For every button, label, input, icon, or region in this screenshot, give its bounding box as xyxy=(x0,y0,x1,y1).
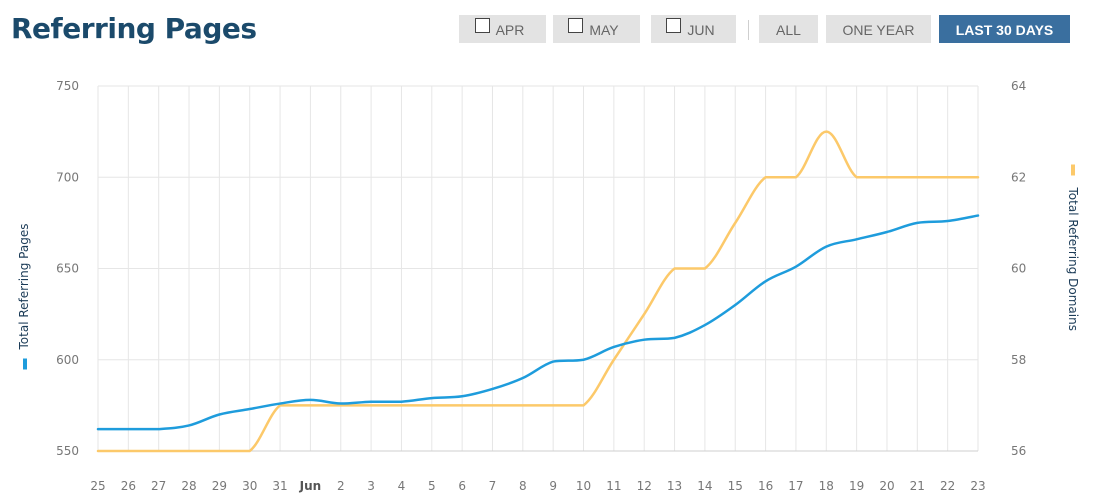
x-tick-label: 19 xyxy=(849,479,864,493)
right-axis-title: Total Referring Domains xyxy=(1066,164,1080,331)
x-tick-label: 14 xyxy=(697,479,712,493)
x-tick-label: 10 xyxy=(576,479,591,493)
x-tick-label: 12 xyxy=(637,479,652,493)
x-tick-label: 7 xyxy=(489,479,497,493)
right-y-tick-label: 58 xyxy=(1011,353,1026,367)
x-tick-label: 30 xyxy=(242,479,257,493)
month-button-apr[interactable]: APR xyxy=(459,15,546,43)
apr-checkbox[interactable] xyxy=(474,18,490,33)
x-tick-label: 26 xyxy=(121,479,136,493)
x-tick-label: 6 xyxy=(458,479,466,493)
x-tick-label: 18 xyxy=(819,479,834,493)
x-tick-label: 8 xyxy=(519,479,527,493)
x-tick-label: Jun xyxy=(299,479,322,493)
month-label: JUN xyxy=(687,22,715,38)
x-tick-label: 17 xyxy=(788,479,803,493)
left-y-tick-label: 650 xyxy=(56,262,79,276)
x-tick-label: 5 xyxy=(428,479,436,493)
right-y-tick-label: 64 xyxy=(1011,79,1026,93)
chart-grid xyxy=(97,85,979,452)
domains-legend-marker xyxy=(1071,164,1075,176)
right-axis-title-text: Total Referring Domains xyxy=(1066,187,1080,331)
x-tick-label: 2 xyxy=(337,479,345,493)
month-button-jun[interactable]: JUN xyxy=(651,15,736,43)
series-lines xyxy=(96,130,980,453)
month-label: APR xyxy=(495,22,525,38)
range-button-one-year[interactable]: ONE YEAR xyxy=(826,15,931,43)
left-axis-title-text: Total Referring Pages xyxy=(17,224,31,351)
month-label: MAY xyxy=(589,22,619,38)
left-y-tick-label: 600 xyxy=(56,353,79,367)
referring-pages-line xyxy=(96,214,980,431)
right-y-tick-label: 60 xyxy=(1011,262,1026,276)
left-y-tick-label: 700 xyxy=(56,170,79,184)
right-y-tick-label: 62 xyxy=(1011,170,1026,184)
x-tick-label: 11 xyxy=(606,479,621,493)
left-axis-title: Total Referring Pages xyxy=(17,224,31,370)
left-y-tick-label: 750 xyxy=(56,79,79,93)
x-tick-label: 23 xyxy=(970,479,985,493)
x-tick-label: 9 xyxy=(549,479,557,493)
jun-checkbox[interactable] xyxy=(666,18,682,33)
month-button-may[interactable]: MAY xyxy=(553,15,640,43)
x-tick-label: 20 xyxy=(879,479,894,493)
x-tick-label: 22 xyxy=(940,479,955,493)
x-tick-label: 29 xyxy=(212,479,227,493)
left-y-tick-label: 550 xyxy=(56,444,79,458)
range-button-all[interactable]: ALL xyxy=(759,15,818,43)
x-tick-label: 3 xyxy=(367,479,375,493)
pages-legend-marker xyxy=(23,358,27,370)
x-tick-label: 15 xyxy=(728,479,743,493)
x-tick-label: 31 xyxy=(272,479,287,493)
axis-titles: Total Referring Pages Total Referring Dom… xyxy=(17,164,1080,370)
may-checkbox[interactable] xyxy=(568,18,584,33)
range-button-last-30-days[interactable]: LAST 30 DAYS xyxy=(939,15,1070,43)
x-tick-label: 4 xyxy=(398,479,406,493)
x-tick-label: 16 xyxy=(758,479,773,493)
x-tick-label: 21 xyxy=(910,479,925,493)
toolbar-divider xyxy=(748,20,749,40)
x-tick-label: 27 xyxy=(151,479,166,493)
right-y-axis-ticks: 56 58 60 62 64 xyxy=(1011,79,1026,458)
page-title: Referring Pages xyxy=(11,12,257,45)
left-y-axis-ticks: 550 600 650 700 750 xyxy=(56,79,79,458)
right-y-tick-label: 56 xyxy=(1011,444,1026,458)
x-tick-label: 13 xyxy=(667,479,682,493)
x-tick-label: 25 xyxy=(90,479,105,493)
x-tick-label: 28 xyxy=(181,479,196,493)
referring-domains-line xyxy=(96,130,980,453)
x-axis-ticks: 25 26 27 28 29 30 31 Jun 2 3 4 5 6 7 8 9 10 11 12 13 14 15 16 1… xyxy=(90,479,985,493)
